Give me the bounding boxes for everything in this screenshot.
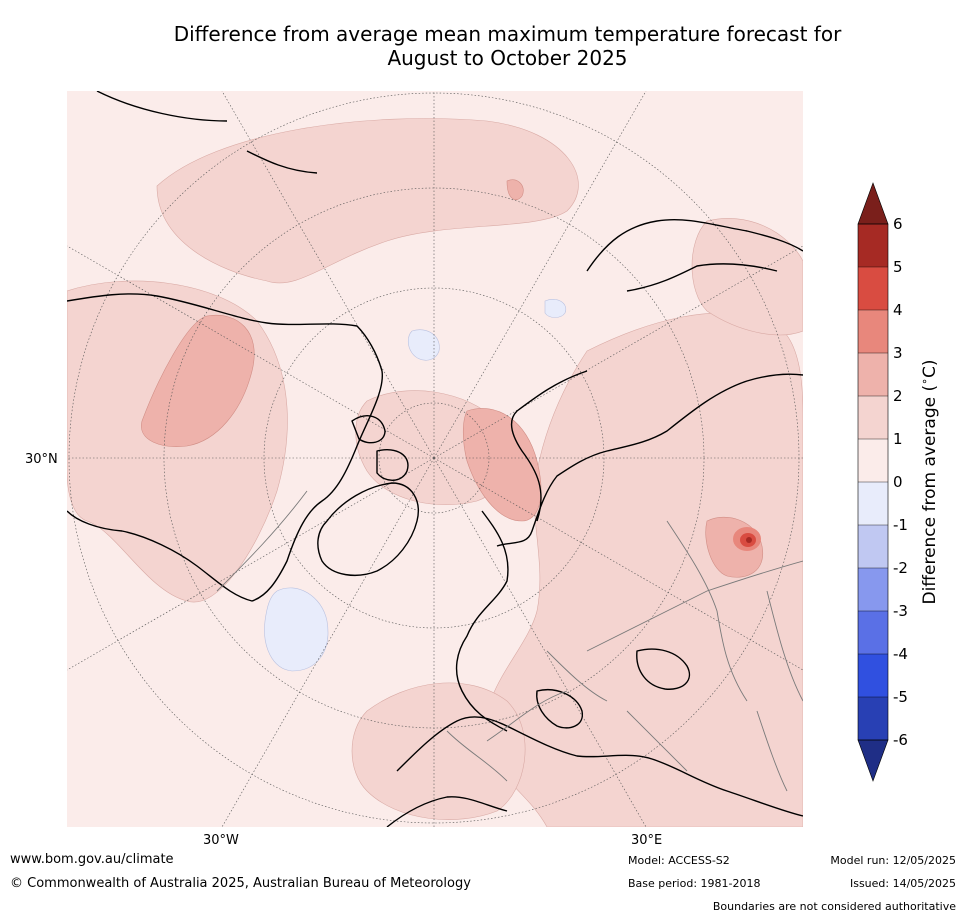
colorbar-segment [858,267,888,310]
footer-model: Model: ACCESS-S2 [628,854,730,867]
colorbar-outline [857,223,889,741]
degree-symbol: ∘ [918,377,932,385]
map-svg [67,91,803,827]
colorbar-segment [858,568,888,611]
colorbar-segment [858,611,888,654]
colorbar-segment [858,224,888,267]
colorbar-label-main: Difference from average ( [919,384,940,605]
colorbar-segment [858,439,888,482]
colorbar-tick-label: -4 [893,645,908,663]
colorbar-segment [858,353,888,396]
colorbar-tick-label: -2 [893,559,908,577]
lon-label-30w: 30°W [203,833,239,848]
colorbar-segment [858,697,888,740]
lat-label-30n: 30°N [25,452,58,467]
footer-issued: Issued: 14/05/2025 [849,877,956,890]
footer-disclaimer: Boundaries are not considered authoritat… [712,900,956,913]
colorbar-tick-label: 5 [893,258,903,276]
forecast-map [67,91,803,827]
colorbar-tick-label: -3 [893,602,908,620]
colorbar-segment [858,396,888,439]
colorbar-segment [858,525,888,568]
colorbar-tick-label: 4 [893,301,903,319]
colorbar [857,182,889,782]
colorbar-segment [858,654,888,697]
lon-label-30e: 30°E [631,833,663,848]
colorbar-over-arrow [857,182,889,225]
colorbar-tick-label: 2 [893,387,903,405]
colorbar-under-arrow [857,739,889,782]
colorbar-tick-label: 6 [893,215,903,233]
colorbar-segment [858,482,888,525]
graticule [67,91,803,827]
colorbar-tick-label: 3 [893,344,903,362]
title-line-2: August to October 2025 [387,46,628,70]
anomaly-hotspot [733,527,761,551]
coastlines [67,91,803,827]
colorbar-label-unit: C) [919,359,940,378]
footer-base-period: Base period: 1981-2018 [628,877,761,890]
colorbar-tick-label: 0 [893,473,903,491]
colorbar-label: Difference from average (∘C) [918,359,940,604]
map-title: Difference from average mean maximum tem… [0,22,965,70]
title-line-1: Difference from average mean maximum tem… [173,22,842,46]
footer-website[interactable]: www.bom.gov.au/climate [10,852,174,867]
colorbar-tick-label: 1 [893,430,903,448]
country-borders [216,490,803,792]
colorbar-segments [858,224,888,740]
footer-model-run: Model run: 12/05/2025 [830,854,956,867]
colorbar-tick-label: -5 [893,688,908,706]
colorbar-tick-label: -1 [893,516,908,534]
anomaly-below-0-regions [264,299,567,672]
colorbar-tick-label: -6 [893,731,908,749]
footer-copyright: © Commonwealth of Australia 2025, Austra… [10,876,471,891]
colorbar-segment [858,310,888,353]
